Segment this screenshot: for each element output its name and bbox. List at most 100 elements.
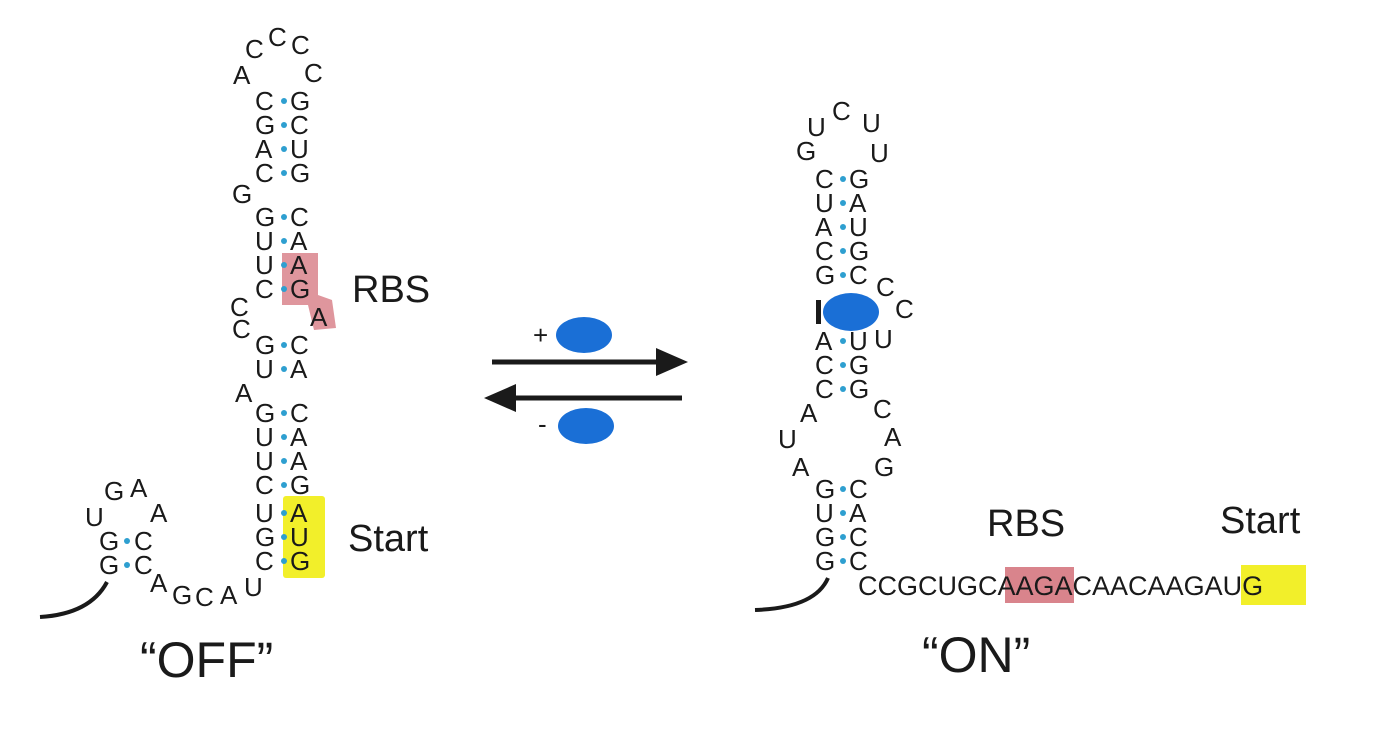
svg-text:C: C — [232, 314, 251, 344]
start-highlight-on — [1241, 565, 1306, 605]
svg-text:C: C — [245, 34, 264, 64]
svg-text:G: G — [796, 136, 816, 166]
seq-mid: ACAACAAG — [1055, 571, 1205, 601]
svg-text:G: G — [815, 260, 835, 290]
rbs-highlight-off — [282, 253, 336, 330]
svg-text:G: G — [172, 580, 192, 610]
svg-text:C: C — [268, 22, 287, 52]
svg-text:A: A — [290, 354, 308, 384]
svg-text:G: G — [255, 330, 275, 360]
seq-start: AUG — [1205, 571, 1264, 601]
svg-text:U: U — [849, 326, 868, 356]
ligand-minus — [558, 408, 614, 444]
svg-text:G: G — [815, 522, 835, 552]
svg-text:G: G — [849, 164, 869, 194]
svg-text:G: G — [232, 179, 252, 209]
svg-text:G: G — [849, 236, 869, 266]
svg-text:U: U — [862, 108, 881, 138]
bound-ligand — [823, 293, 879, 331]
svg-text:C: C — [134, 526, 153, 556]
svg-text:C: C — [290, 398, 309, 428]
svg-text:G: G — [815, 546, 835, 576]
rbs-label-on: RBS — [987, 503, 1065, 545]
svg-text:A: A — [792, 452, 810, 482]
off-terminal-loop: A C C C C — [233, 22, 323, 90]
svg-text:A: A — [290, 422, 308, 452]
on-state-label: “ON” — [922, 627, 1030, 683]
svg-text:C: C — [876, 272, 895, 302]
svg-text:G: G — [290, 470, 310, 500]
svg-text:G: G — [874, 452, 894, 482]
svg-text:A: A — [130, 473, 148, 503]
svg-text:U: U — [255, 446, 274, 476]
svg-text:A: A — [255, 134, 273, 164]
svg-text:G: G — [290, 274, 310, 304]
start-label-off: Start — [348, 518, 429, 560]
ligand-binding-mark — [816, 300, 821, 324]
svg-text:C: C — [255, 86, 274, 116]
svg-text:U: U — [874, 324, 893, 354]
svg-text:G: G — [104, 476, 124, 506]
svg-text:C: C — [255, 470, 274, 500]
svg-text:A: A — [849, 188, 867, 218]
minus-sign: - — [538, 409, 547, 439]
svg-text:G: G — [255, 110, 275, 140]
svg-text:C: C — [304, 58, 323, 88]
off-5prime-tail — [39, 581, 109, 619]
svg-text:A: A — [310, 302, 328, 332]
start-highlight-off — [283, 496, 325, 578]
svg-text:C: C — [290, 202, 309, 232]
svg-text:C: C — [849, 546, 868, 576]
svg-text:A: A — [290, 446, 308, 476]
svg-text:C: C — [195, 582, 214, 612]
svg-text:G: G — [255, 522, 275, 552]
plus-sign: + — [533, 320, 548, 350]
svg-text:C: C — [815, 236, 834, 266]
rbs-label-off: RBS — [352, 269, 430, 311]
start-label-on: Start — [1220, 500, 1301, 542]
svg-text:A: A — [235, 378, 253, 408]
svg-text:C: C — [849, 522, 868, 552]
svg-text:C: C — [895, 294, 914, 324]
svg-text:C: C — [230, 292, 249, 322]
svg-text:A: A — [290, 498, 308, 528]
svg-text:G: G — [849, 350, 869, 380]
svg-text:U: U — [290, 522, 309, 552]
reverse-arrowhead — [484, 384, 516, 412]
svg-text:A: A — [290, 250, 308, 280]
svg-text:U: U — [255, 226, 274, 256]
on-5prime-tail — [754, 577, 830, 612]
ligand-plus — [556, 317, 612, 353]
svg-text:C: C — [255, 546, 274, 576]
svg-text:G: G — [290, 546, 310, 576]
svg-text:U: U — [255, 422, 274, 452]
svg-text:U: U — [255, 354, 274, 384]
svg-text:A: A — [815, 212, 833, 242]
svg-text:A: A — [150, 568, 168, 598]
svg-text:U: U — [870, 138, 889, 168]
svg-text:G: G — [290, 158, 310, 188]
svg-text:C: C — [134, 550, 153, 580]
on-terminal-loop: G U C U U — [796, 96, 889, 168]
svg-text:C: C — [815, 350, 834, 380]
svg-text:U: U — [778, 424, 797, 454]
svg-text:U: U — [290, 134, 309, 164]
svg-text:A: A — [150, 498, 168, 528]
svg-text:U: U — [815, 498, 834, 528]
svg-text:U: U — [849, 212, 868, 242]
svg-text:C: C — [815, 164, 834, 194]
off-bulges: G C C A A — [230, 179, 328, 408]
svg-text:G: G — [849, 374, 869, 404]
svg-text:A: A — [884, 422, 902, 452]
forward-arrowhead — [656, 348, 688, 376]
svg-text:G: G — [99, 550, 119, 580]
svg-text:C: C — [873, 394, 892, 424]
seq-rbs: AAG — [998, 571, 1055, 601]
svg-text:A: A — [800, 398, 818, 428]
